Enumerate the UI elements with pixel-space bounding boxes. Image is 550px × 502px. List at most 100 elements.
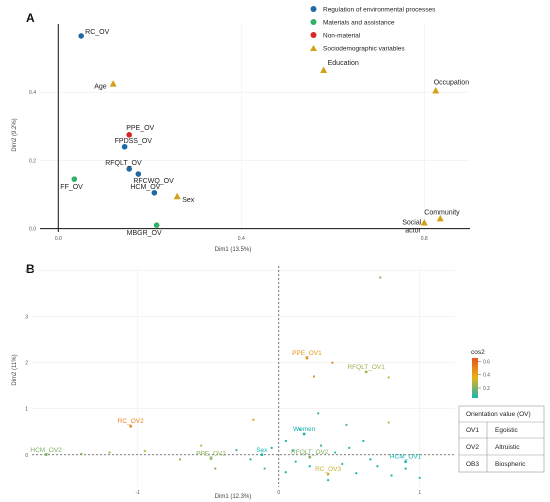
y-tick-label: 0.4 — [29, 90, 36, 96]
point-mbgr-ov — [153, 222, 160, 228]
data-point — [355, 472, 358, 475]
legend-swatch-circle — [310, 19, 317, 25]
y-tick-label: 0.2 — [29, 158, 36, 164]
point-label-ppe-ov1: PPE_OV1 — [292, 350, 322, 357]
table-frame — [458, 405, 545, 473]
x-tick-label: 0.0 — [55, 236, 62, 242]
point-label-education: Education — [328, 60, 359, 67]
point-label-hcm-ov1: HCM_OV1 — [390, 454, 422, 461]
point-label-sex: Sex — [256, 447, 268, 454]
point-rfqlt-ov — [126, 166, 133, 172]
panel-a: A Regulation of environmental processes M… — [12, 6, 470, 253]
panel-b: B -1 0 1 0 1 2 3 4 PPE_OV1 RFQLT_OV1 RC_OV2 HCM_OV… — [12, 262, 545, 500]
point-ppe-ov — [126, 132, 133, 138]
table-row-2-value: Altruistic — [495, 444, 520, 451]
x-tick-label: 0.8 — [421, 236, 428, 242]
data-point — [390, 474, 393, 477]
legend-label: Sociodemographic variables — [323, 46, 405, 53]
point-rfqlt-ov2 — [308, 455, 312, 459]
point-women — [302, 432, 306, 436]
point-occupation — [432, 86, 440, 94]
point-label-social-actor: Social actor — [402, 219, 422, 234]
point-label-rc-ov3: RC_OV3 — [315, 466, 341, 473]
legend-swatch-triangle — [310, 45, 317, 51]
point-label-ppe-ov2: PPE_OV2 — [196, 450, 226, 457]
table-row-1-value: Egoistic — [495, 427, 519, 434]
panel-b-x-axis-title: Dim1 (12.3%) — [215, 494, 252, 500]
point-label-rfcwq-ov: RFCWQ_OV — [133, 178, 174, 185]
data-point — [178, 458, 182, 461]
table-row-3-code: OB3 — [466, 461, 479, 468]
panel-a-y-axis-title: Dim2 (9.2%) — [12, 118, 18, 151]
panel-a-points: RC_OV FF_OV PPE_OV FPDSS_OV RFQLT_OV RFCWQ_OV… — [60, 29, 469, 237]
data-point — [291, 449, 294, 452]
data-point — [249, 458, 252, 461]
data-point — [298, 428, 301, 431]
orientation-value-table: Orientation value (OV) OV1 Egoistic OV2 … — [458, 405, 545, 473]
data-point — [379, 276, 382, 279]
point-rc-ov2 — [129, 424, 133, 428]
point-label-ppe-ov: PPE_OV — [126, 125, 154, 132]
data-point — [80, 452, 83, 455]
point-label-sex: Sex — [182, 197, 195, 204]
panel-b-letter: B — [26, 262, 35, 276]
y-tick-label: 3 — [25, 315, 28, 321]
point-label-fpdss-ov: FPDSS_OV — [115, 138, 153, 145]
colorbar-gradient — [472, 358, 478, 398]
data-point — [284, 439, 287, 443]
colorbar-title: cos2 — [471, 349, 485, 356]
y-tick-label: 4 — [25, 269, 28, 275]
data-point — [308, 465, 311, 468]
point-label-rfqlt-ov: RFQLT_OV — [105, 160, 142, 167]
y-tick-label: 1 — [25, 407, 28, 413]
data-point — [362, 439, 365, 443]
point-hcm-ov2 — [44, 453, 48, 457]
point-label-ff-ov: FF_OV — [60, 184, 83, 191]
data-point — [387, 376, 390, 379]
legend-swatch-circle — [310, 6, 317, 12]
point-label-rc-ov: RC_OV — [85, 29, 109, 36]
data-point — [369, 458, 372, 461]
panel-b-y-axis-title: Dim2 (11%) — [12, 354, 18, 385]
point-label-hcm-ov2: HCM_OV2 — [30, 447, 62, 454]
legend-label: Regulation of environmental processes — [323, 7, 436, 14]
point-education — [320, 66, 328, 74]
panel-a-axes: 0.0 0.4 0.8 0.0 0.2 0.4 — [29, 24, 470, 242]
data-point — [317, 412, 320, 415]
x-tick-label: 0.4 — [238, 236, 245, 242]
data-point — [284, 471, 287, 474]
x-tick-label: 1 — [418, 490, 421, 496]
data-point — [387, 421, 390, 424]
y-tick-label: 2 — [25, 361, 28, 367]
table-header: Orientation value (OV) — [466, 411, 531, 418]
point-label-rfqlt-ov2: RFQLT_OV2 — [291, 449, 329, 456]
panel-b-colorbar: cos2 0.2 0.4 0.6 — [471, 349, 490, 398]
point-label-mbgr-ov: MBGR_OV — [127, 230, 162, 237]
point-rfcwq-ov — [135, 171, 142, 177]
point-ff-ov — [71, 176, 78, 182]
colorbar-tick-label: 0.2 — [483, 386, 490, 392]
data-point — [341, 462, 344, 466]
point-label-occupation: Occupation — [434, 79, 470, 86]
data-point — [345, 423, 348, 426]
data-point — [263, 467, 266, 470]
point-rfqlt-ov1 — [364, 370, 368, 374]
data-point — [108, 451, 111, 454]
point-fpdss-ov — [121, 143, 128, 150]
point-hcm-ov1 — [404, 460, 408, 464]
data-point — [294, 460, 297, 463]
data-point — [348, 446, 351, 449]
data-point — [319, 444, 323, 447]
data-point — [143, 449, 146, 453]
point-sex — [260, 453, 264, 457]
y-tick-label: 0 — [25, 453, 28, 459]
point-rc-ov3 — [326, 472, 330, 476]
point-label-hcm-ov: HCM_OV — [130, 184, 160, 191]
point-rc-ov — [78, 33, 84, 39]
point-label-women: Women — [293, 426, 316, 433]
data-point — [327, 478, 330, 482]
table-row-2-code: OV2 — [466, 444, 479, 451]
data-point — [312, 375, 316, 378]
panel-a-legend: Regulation of environmental processes Mat… — [310, 6, 436, 53]
